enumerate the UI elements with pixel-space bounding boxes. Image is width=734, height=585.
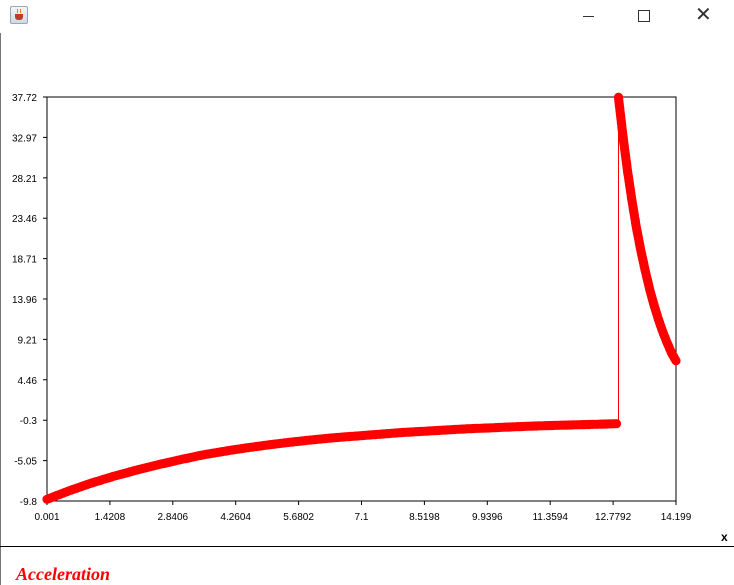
data-series: [42, 92, 681, 504]
x-tick-label: 4.2604: [220, 512, 251, 523]
y-tick-label: 9.21: [18, 335, 38, 346]
close-icon: ✕: [695, 4, 712, 26]
axes: -9.8 -5.05 -0.3 4.46 9.21 13.96 18.71 23.46 28.2…: [12, 93, 692, 523]
chart: -9.8 -5.05 -0.3 4.46 9.21 13.96 18.71 23.46 28.2…: [12, 92, 692, 523]
x-tick-label: 9.9396: [472, 512, 503, 523]
window-border: [0, 33, 1, 585]
y-tick-label: 37.72: [12, 93, 37, 104]
y-tick-label: -0.3: [20, 416, 38, 427]
y-tick-label: 18.71: [12, 255, 37, 266]
data-point: [671, 356, 681, 366]
panel-divider: [0, 546, 734, 547]
y-tick-label: 28.21: [12, 174, 37, 185]
java-cup-icon: [10, 6, 28, 24]
x-tick-label: 0.001: [34, 512, 59, 523]
plot-area: [46, 96, 677, 502]
panel-title: Acceleration: [16, 564, 110, 584]
x-tick-label: 11.3594: [532, 512, 568, 523]
close-button[interactable]: ✕: [679, 0, 725, 33]
maximize-button[interactable]: [620, 0, 666, 33]
x-tick-label: 2.8406: [158, 512, 189, 523]
maximize-icon: [638, 10, 650, 22]
x-tick-label: 1.4208: [95, 512, 126, 523]
y-tick-label: 13.96: [12, 295, 37, 306]
y-tick-label: -9.8: [20, 497, 38, 508]
x-tick-label: 8.5198: [409, 512, 440, 523]
y-tick-label: 32.97: [12, 133, 37, 144]
plot-frame: [46, 96, 677, 502]
data-point: [611, 419, 622, 429]
y-tick-label: -5.05: [14, 457, 37, 468]
minimize-button[interactable]: [565, 0, 611, 33]
y-tick-label: 4.46: [18, 376, 38, 387]
y-tick-label: 23.46: [12, 214, 37, 225]
panel-close-button[interactable]: x: [721, 530, 728, 544]
minimize-icon: [583, 16, 594, 17]
x-tick-label: 5.6802: [283, 512, 314, 523]
x-tick-label: 14.199: [661, 512, 692, 523]
x-tick-label: 12.7792: [595, 512, 632, 523]
x-tick-label: 7.1: [355, 512, 369, 523]
window-titlebar: ✕: [0, 0, 734, 33]
